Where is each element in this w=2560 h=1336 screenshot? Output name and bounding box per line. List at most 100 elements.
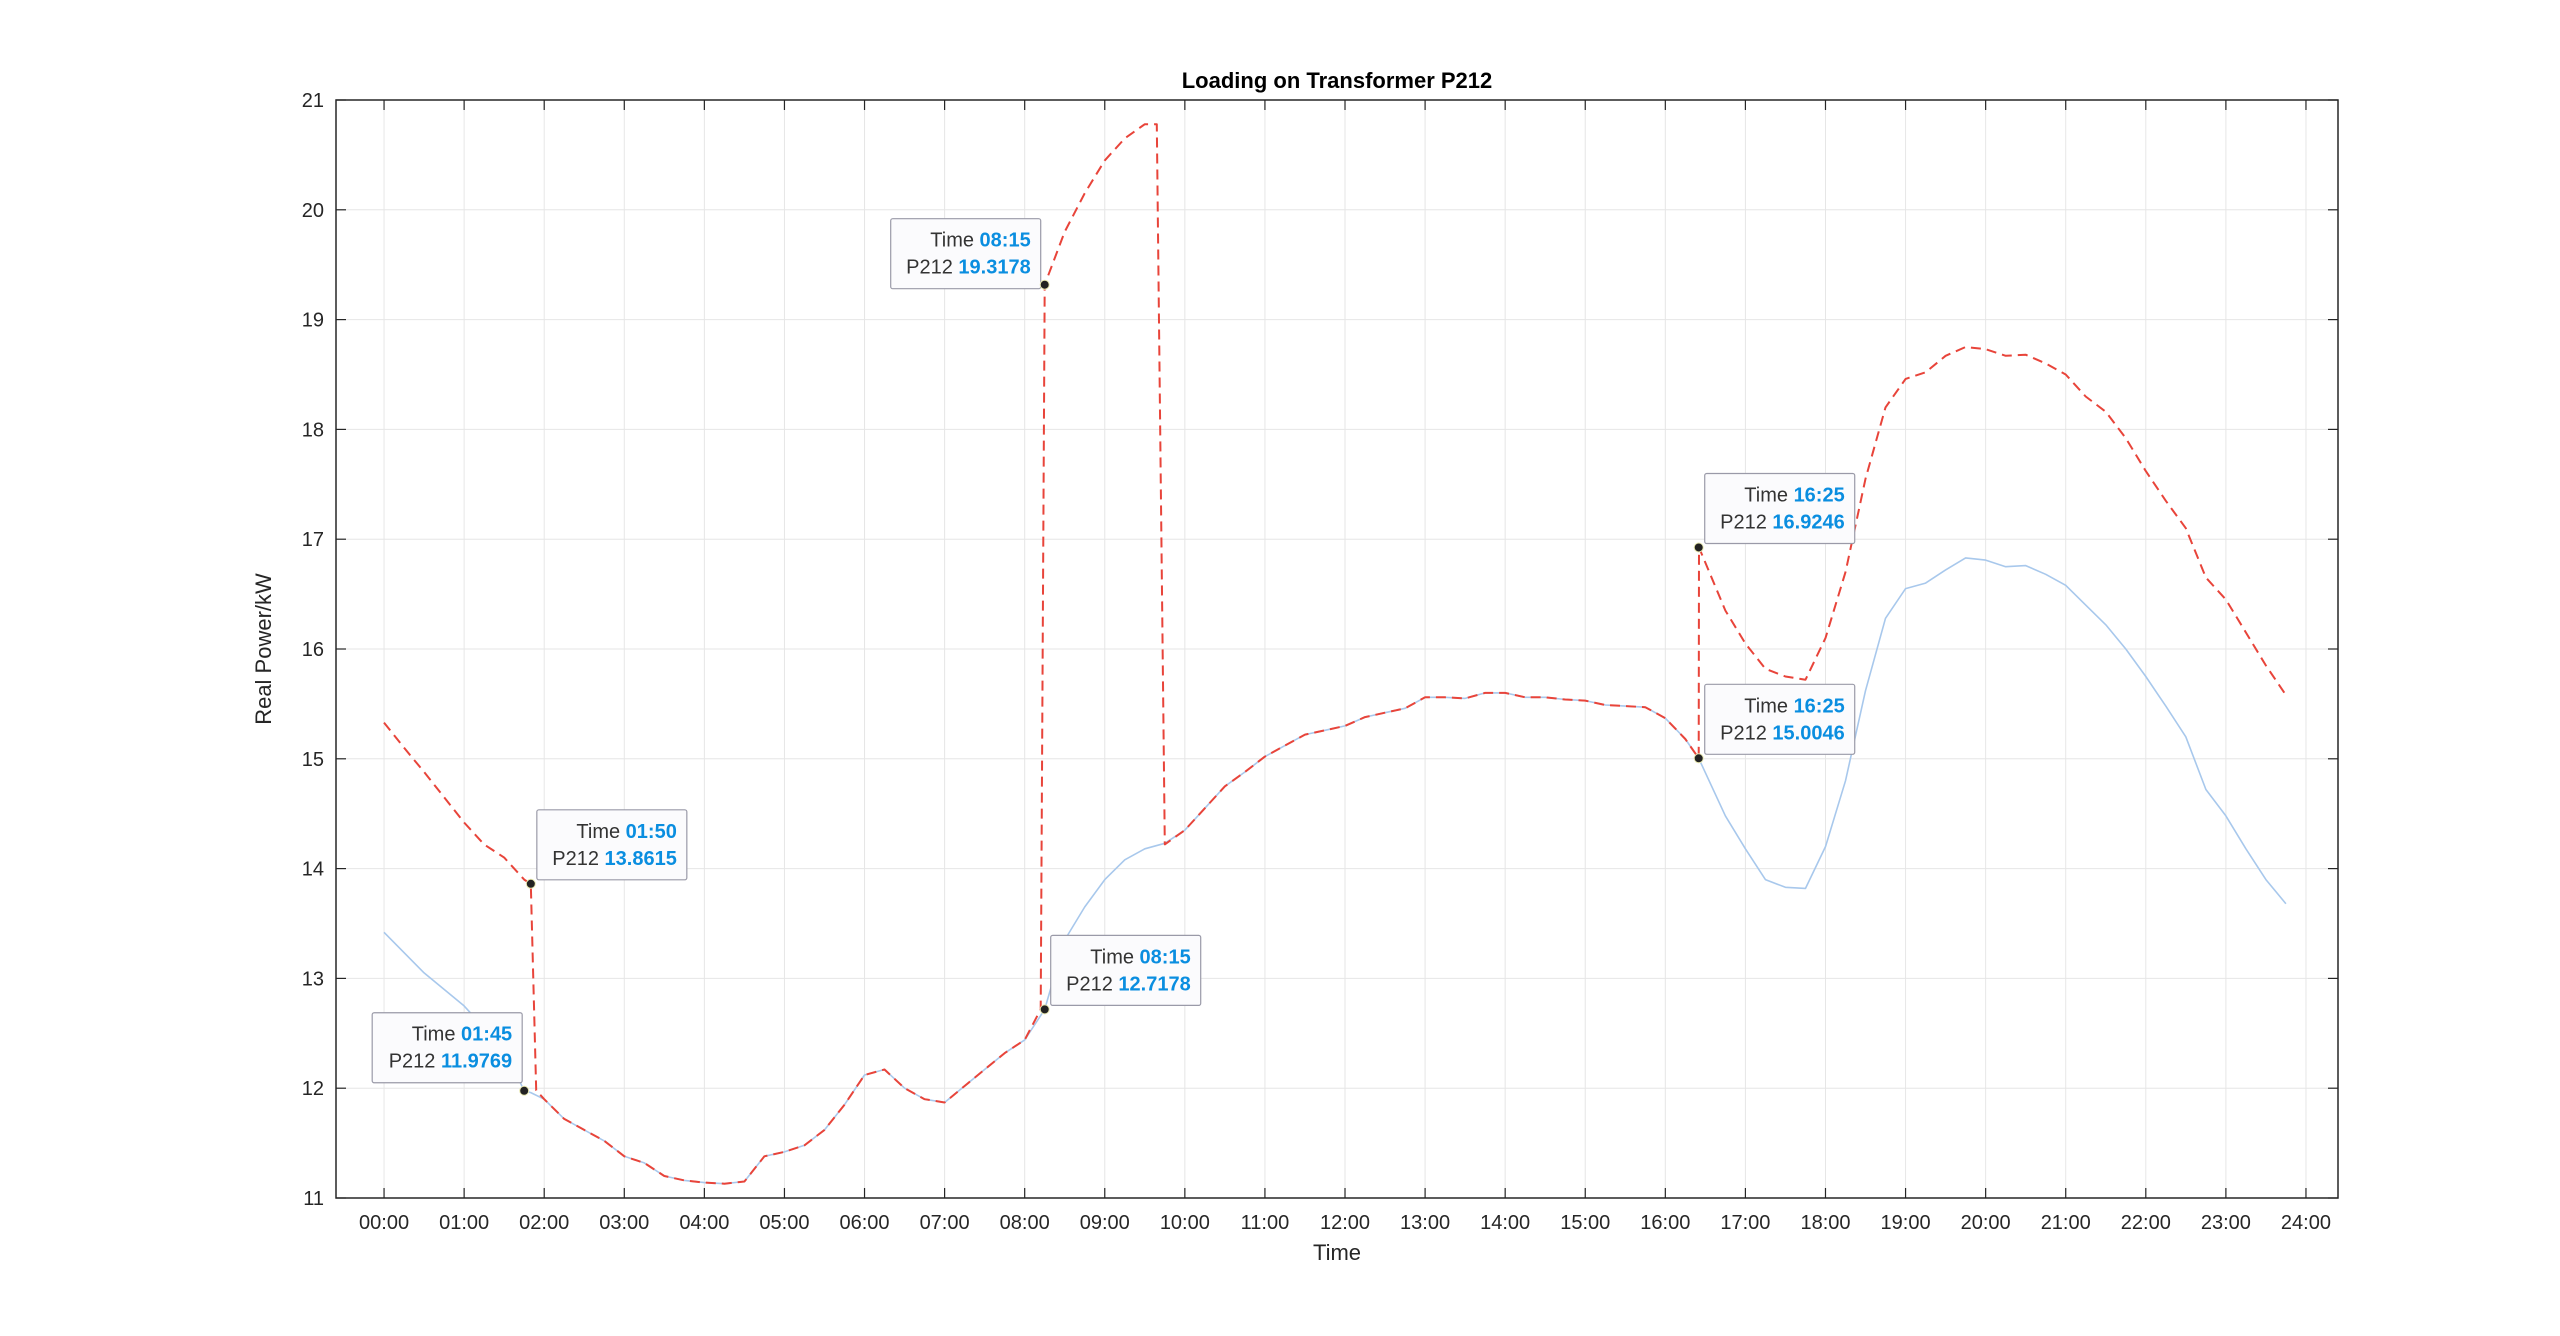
- series-line-base: [383, 557, 2287, 1185]
- datatip-name-label: P212: [552, 848, 604, 870]
- datatip-box: [536, 809, 688, 881]
- datatip-value-row: P212 12.7178: [1066, 973, 1191, 995]
- datatip: Time 08:15 P212 12.7178: [1039, 934, 1202, 1015]
- datatip-box: [890, 218, 1042, 290]
- x-tick-label: 11:00: [1241, 1212, 1290, 1234]
- y-tick-label: 21: [302, 90, 324, 112]
- datatip-value: 13.8615: [605, 848, 677, 870]
- datatip: Time 08:15 P212 19.3178: [890, 218, 1050, 290]
- datatip-marker: [1039, 279, 1050, 290]
- x-tick-label: 02:00: [519, 1212, 569, 1234]
- datatip-value-row: P212 15.0046: [1720, 722, 1845, 744]
- datatip-time-row: Time 08:15: [930, 230, 1030, 252]
- datatip-box: [1050, 934, 1202, 1006]
- y-tick-label: 17: [302, 529, 324, 551]
- datatip-name-label: P212: [1066, 973, 1118, 995]
- datatip-marker: [1693, 753, 1704, 764]
- x-tick-label: 20:00: [1961, 1212, 2011, 1234]
- y-tick-label: 19: [302, 310, 324, 332]
- datatip-value-row: P212 11.9769: [389, 1051, 512, 1073]
- datatip-time-row: Time 01:50: [576, 821, 676, 843]
- datatip-time-label: Time: [1744, 484, 1793, 506]
- datatip-marker: [519, 1085, 530, 1096]
- x-tick-label: 10:00: [1160, 1212, 1210, 1234]
- datatip-time-value: 08:15: [1140, 946, 1191, 968]
- y-tick-label: 12: [302, 1078, 324, 1100]
- datatip-value-row: P212 19.3178: [906, 257, 1031, 279]
- datatip-time-label: Time: [930, 230, 979, 252]
- x-tick-label: 04:00: [679, 1212, 729, 1234]
- datatip-time-value: 08:15: [980, 230, 1031, 252]
- x-axis-label: Time: [1313, 1240, 1361, 1265]
- x-tick-label: 05:00: [759, 1212, 809, 1234]
- datatip-value: 16.9246: [1772, 511, 1844, 533]
- datatip-time-label: Time: [1744, 695, 1793, 717]
- datatip-value-row: P212 16.9246: [1720, 511, 1845, 533]
- datatip-time-row: Time 08:15: [1090, 946, 1190, 968]
- y-tick-label: 14: [302, 859, 324, 881]
- datatip-marker: [1039, 1004, 1050, 1015]
- datatip-time-row: Time 16:25: [1744, 484, 1844, 506]
- datatip-time-label: Time: [1090, 946, 1139, 968]
- datatip-name-label: P212: [389, 1051, 441, 1073]
- x-tick-label: 06:00: [839, 1212, 889, 1234]
- datatip: Time 16:25 P212 16.9246: [1693, 472, 1856, 553]
- datatip-name-label: P212: [1720, 722, 1772, 744]
- datatip-marker: [1693, 542, 1704, 553]
- x-tick-label: 09:00: [1080, 1212, 1130, 1234]
- datatip-name-label: P212: [1720, 511, 1772, 533]
- datatip-time-value: 01:50: [626, 821, 677, 843]
- series-group: [383, 123, 2287, 1185]
- x-tick-label: 15:00: [1560, 1212, 1610, 1234]
- x-tick-label: 01:00: [439, 1212, 489, 1234]
- datatip-value: 11.9769: [441, 1051, 512, 1073]
- y-tick-label: 11: [303, 1188, 324, 1210]
- datatip-time-value: 01:45: [461, 1024, 512, 1046]
- datatip-name-label: P212: [906, 257, 958, 279]
- datatip-time-row: Time 16:25: [1744, 695, 1844, 717]
- y-tick-label: 15: [302, 749, 324, 771]
- x-tick-label: 18:00: [1800, 1212, 1850, 1234]
- y-tick-label: 18: [302, 419, 324, 441]
- x-tick-label: 00:00: [359, 1212, 409, 1234]
- x-tick-label: 24:00: [2281, 1212, 2331, 1234]
- datatip-value: 19.3178: [958, 257, 1030, 279]
- datatip: Time 01:45 P212 11.9769: [371, 1012, 530, 1096]
- x-tick-label: 08:00: [1000, 1212, 1050, 1234]
- datatip-time-row: Time 01:45: [412, 1024, 512, 1046]
- datatip-value-row: P212 13.8615: [552, 848, 677, 870]
- datatip-box: [371, 1012, 523, 1084]
- y-tick-label: 13: [302, 968, 324, 990]
- axes: 00:00 01:00 02:00 03:00 04:00 05:00 06:00 07:00…: [302, 90, 2339, 1234]
- x-tick-label: 14:00: [1480, 1212, 1530, 1234]
- x-tick-label: 22:00: [2121, 1212, 2171, 1234]
- datatip-time-label: Time: [412, 1024, 461, 1046]
- x-tick-label: 16:00: [1640, 1212, 1690, 1234]
- x-tick-label: 07:00: [920, 1212, 970, 1234]
- datatip-time-value: 16:25: [1794, 484, 1845, 506]
- datatips: Time 01:45 P212 11.9769 Time 01:50 P212 13.…: [371, 218, 1856, 1096]
- y-tick-label: 20: [302, 200, 324, 222]
- x-tick-label: 19:00: [1881, 1212, 1931, 1234]
- datatip: Time 16:25 P212 15.0046: [1693, 683, 1856, 764]
- x-tick-label: 13:00: [1400, 1212, 1450, 1234]
- x-tick-label: 23:00: [2201, 1212, 2251, 1234]
- datatip-value: 12.7178: [1118, 973, 1190, 995]
- x-tick-label: 12:00: [1320, 1212, 1370, 1234]
- grid: [336, 99, 2338, 1199]
- datatip-marker: [525, 878, 536, 889]
- datatip: Time 01:50 P212 13.8615: [525, 809, 688, 889]
- x-tick-label: 03:00: [599, 1212, 649, 1234]
- y-axis-label: Real Power/kW: [251, 573, 276, 725]
- series-line-modified: [383, 123, 2287, 1185]
- datatip-time-label: Time: [576, 821, 625, 843]
- x-tick-label: 21:00: [2041, 1212, 2091, 1234]
- x-tick-label: 17:00: [1720, 1212, 1770, 1234]
- datatip-value: 15.0046: [1772, 722, 1844, 744]
- datatip-box: [1704, 472, 1856, 545]
- datatip-time-value: 16:25: [1794, 695, 1845, 717]
- datatip-box: [1704, 683, 1856, 755]
- chart-title: Loading on Transformer P212: [1182, 68, 1493, 93]
